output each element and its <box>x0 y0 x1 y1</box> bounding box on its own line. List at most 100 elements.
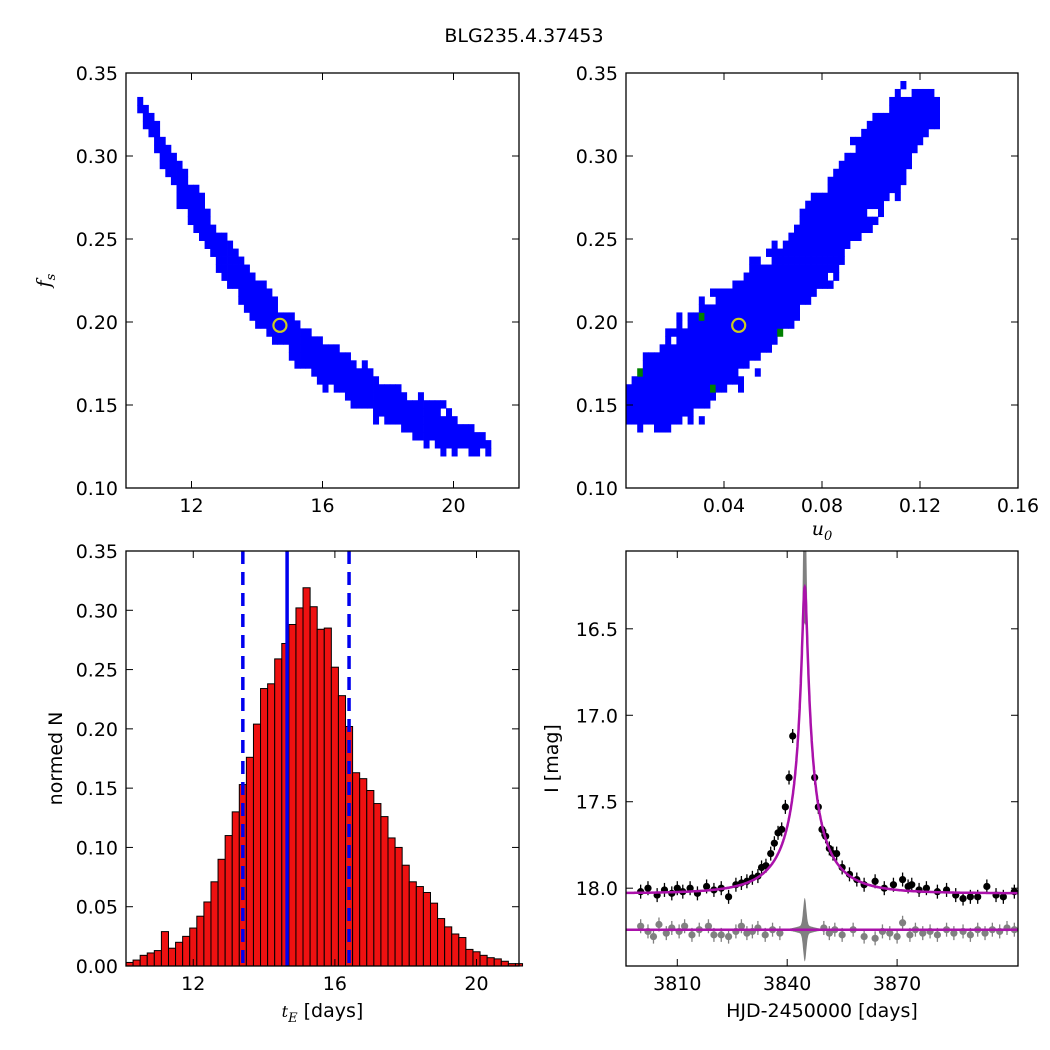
p1-cell <box>305 352 312 361</box>
p2-cell <box>833 232 840 241</box>
p2-cell <box>726 360 733 369</box>
p1-cell <box>423 440 430 449</box>
p2-cell <box>682 344 688 353</box>
p1-cell <box>142 112 149 122</box>
p1-cell <box>277 320 284 329</box>
p2-cell <box>788 296 795 305</box>
p2-cell <box>794 312 800 321</box>
p2-cell <box>894 152 901 162</box>
figure-title: BLG235.4.37453 <box>444 25 603 47</box>
p1-cell <box>238 280 245 289</box>
p2-cell <box>827 184 834 194</box>
p2-cell <box>659 384 666 393</box>
p1-cell <box>266 288 273 297</box>
p2-cell <box>687 368 694 377</box>
p2-cell <box>648 384 655 393</box>
p1-cell <box>215 240 222 249</box>
p2-cell <box>866 152 873 162</box>
p1-cell <box>227 248 234 257</box>
p1-cell <box>215 232 222 241</box>
p2-cell <box>771 336 778 345</box>
p1-cell <box>333 344 340 353</box>
p3-ytick-label-7: 0.35 <box>76 541 118 563</box>
p2-cell <box>721 328 728 337</box>
p1-cell <box>288 352 295 361</box>
p2-cell <box>872 144 879 154</box>
p1-cell <box>401 416 408 425</box>
p1-cell <box>215 256 222 265</box>
p2-cell <box>693 368 700 377</box>
residual-point <box>649 933 658 941</box>
histogram-bar <box>337 695 347 967</box>
p2-cell <box>833 216 840 226</box>
p1-cell <box>170 160 177 170</box>
p2-cell <box>710 328 716 337</box>
p2-cell <box>766 312 772 321</box>
p1-cell <box>384 400 391 409</box>
p1-xtick-label-2: 20 <box>441 495 465 517</box>
p2-cell <box>704 400 711 409</box>
p2-cell <box>866 144 873 154</box>
p2-cell <box>676 376 683 385</box>
p2-cell <box>782 280 789 289</box>
data-point <box>908 881 916 889</box>
p1-cell <box>187 184 194 194</box>
p2-cell <box>710 384 716 393</box>
p2-cell <box>889 104 896 114</box>
p2-cell <box>894 88 901 98</box>
p1-cell <box>294 360 301 369</box>
p1-cell <box>221 256 228 265</box>
p1-cell <box>434 416 441 425</box>
p2-cell <box>715 288 722 297</box>
p1-cell <box>243 272 250 281</box>
p1-cell <box>300 360 307 369</box>
p2-cell <box>810 264 817 273</box>
p2-cell <box>738 360 744 369</box>
p2-cell <box>687 320 694 329</box>
p2-cell <box>850 168 856 178</box>
p2-cell <box>732 288 739 297</box>
p2-cell <box>766 328 772 337</box>
p1-cell <box>316 376 323 385</box>
residual-point <box>688 931 696 939</box>
histogram-bar <box>160 931 169 967</box>
histogram-bar <box>302 587 311 967</box>
p2-cell <box>687 312 694 321</box>
p2-cell <box>844 208 851 218</box>
p2-cell <box>816 216 823 226</box>
p1-cell <box>412 432 419 441</box>
p2-cell <box>654 408 660 417</box>
p2-cell <box>670 392 677 401</box>
p2-cell <box>754 272 761 281</box>
p2-cell <box>726 328 733 337</box>
p1-cell <box>271 312 278 321</box>
histogram-bar <box>175 941 184 967</box>
p2-cell <box>850 200 856 210</box>
tE-fs-panel: 12 16 20 0.10 0.15 0.20 0.25 0.30 0.35 fs <box>33 63 520 517</box>
p2-cell <box>777 280 784 289</box>
p2-cell <box>850 232 856 241</box>
p2-cell <box>866 136 873 146</box>
residual-point <box>704 922 713 930</box>
data-point <box>898 875 907 884</box>
p1-cell <box>440 448 447 457</box>
p2-cell <box>648 400 655 409</box>
p2-cell <box>682 408 688 417</box>
data-point <box>673 884 681 892</box>
p2-cell <box>715 296 722 305</box>
p3-ytick-label-5: 0.25 <box>76 660 118 682</box>
p2-cell <box>738 376 744 385</box>
p2-cell <box>766 264 772 273</box>
p2-cell <box>850 208 856 218</box>
p2-cell <box>794 264 800 273</box>
p2-cell <box>642 360 649 369</box>
p2-cell <box>922 96 929 106</box>
p1-cell <box>221 248 228 257</box>
p2-cell <box>810 280 817 289</box>
p2-cell <box>889 168 896 178</box>
p2-cell <box>838 256 845 265</box>
p2-cell <box>665 392 672 401</box>
p2-cell <box>760 272 767 281</box>
tE-histogram-lines <box>241 551 351 966</box>
p2-cell <box>788 256 795 265</box>
